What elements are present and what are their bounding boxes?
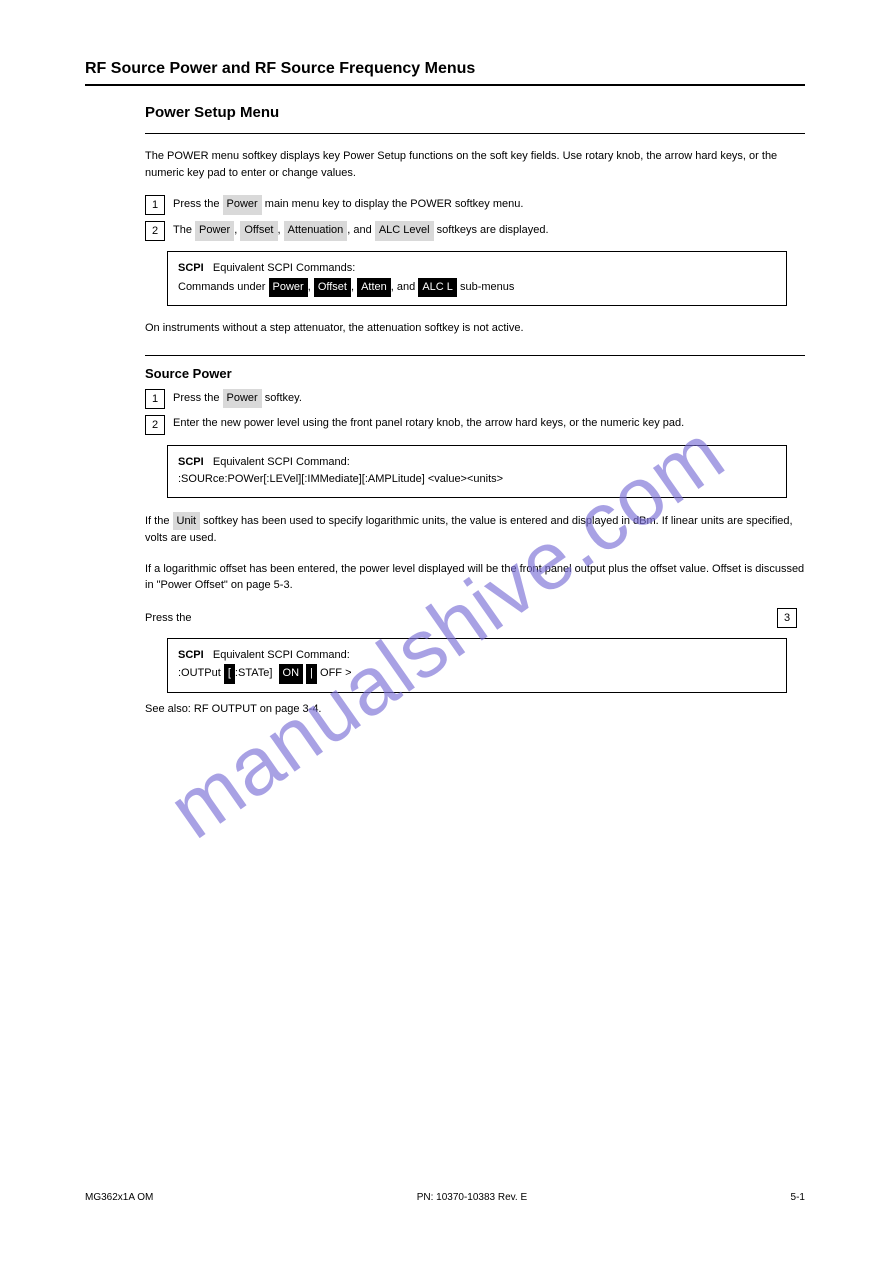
pipe-key: | (306, 664, 317, 684)
step-2-text: The Power, Offset, Attenuation, and ALC … (173, 221, 805, 241)
power-key: Power (223, 195, 262, 215)
step1-a: Press the (173, 198, 219, 210)
offset-softkey: Offset (240, 221, 277, 241)
state-bracket: [ (224, 664, 235, 684)
s2d: , and (347, 224, 371, 236)
scpi3-i: > (345, 667, 351, 679)
body-block-2: 1 Press the Power softkey. 2 Enter the n… (85, 389, 805, 693)
step-b-text: Enter the new power level using the fron… (173, 415, 805, 433)
body-block: The POWER menu softkey displays key Powe… (85, 148, 805, 337)
step1-b: main menu key to display the POWER softk… (265, 198, 524, 210)
scpi3-b: :OUTPut (178, 667, 221, 679)
footer-right: 5-1 (791, 1192, 805, 1203)
sa-a: Press the (173, 392, 219, 404)
page-content: RF Source Power and RF Source Frequency … (85, 60, 805, 715)
step-1-text: Press the Power main menu key to display… (173, 195, 805, 215)
note-para: On instruments without a step attenuator… (145, 320, 805, 337)
scpi3-a: Equivalent SCPI Command: (213, 649, 350, 661)
subsection-title: Source Power (85, 366, 805, 381)
footer-left: MG362x1A OM (85, 1192, 153, 1203)
step3-row: Press the 3 (145, 608, 805, 628)
p2b: softkey has been used to specify logarit… (145, 515, 793, 545)
alc-softkey: ALC Level (375, 221, 434, 241)
alc-cmd: ALC L (418, 278, 457, 298)
see-also: See also: RF OUTPUT on page 3-4. (85, 703, 805, 715)
step-1: 1 Press the Power main menu key to displ… (145, 195, 805, 215)
s2c: , (278, 224, 281, 236)
subsection-rule (145, 355, 805, 356)
scpi1-d: , (308, 281, 311, 293)
intro-para: The POWER menu softkey displays key Powe… (145, 148, 805, 181)
sa-b: softkey. (265, 392, 302, 404)
step-b: 2 Enter the new power level using the fr… (145, 415, 805, 435)
step-a-text: Press the Power softkey. (173, 389, 805, 409)
subtitle-rule (145, 133, 805, 134)
scpi2-label: SCPI (178, 456, 204, 468)
scpi-box-3: SCPI Equivalent SCPI Command: :OUTPut [:… (167, 638, 787, 693)
page-footer: MG362x1A OM PN: 10370-10383 Rev. E 5-1 (85, 1192, 805, 1203)
scpi1-f: , and (391, 281, 415, 293)
step-num-a: 1 (145, 389, 165, 409)
section-heading: RF Source Power and RF Source Frequency … (85, 60, 805, 78)
scpi2-b: :SOURce:POWer[:LEVel][:IMMediate][:AMPLi… (178, 473, 503, 485)
s2e: softkeys are displayed. (437, 224, 549, 236)
offset-cmd: Offset (314, 278, 351, 298)
atten-cmd: Atten (357, 278, 391, 298)
power-key-2: Power (223, 389, 262, 409)
s2a: The (173, 224, 192, 236)
unit-para: If the Unit softkey has been used to spe… (145, 512, 805, 547)
p2a: If the (145, 515, 169, 527)
scpi2-a: Equivalent SCPI Command: (213, 456, 350, 468)
s2b: , (234, 224, 237, 236)
step-num-3: 3 (777, 608, 797, 628)
scpi3-d: :STATe] (235, 667, 273, 679)
scpi3-h: OFF (320, 667, 342, 679)
on-key: ON (279, 664, 304, 684)
scpi1-label: SCPI (178, 262, 204, 274)
step-num-2: 2 (145, 221, 165, 241)
offset-para: If a logarithmic offset has been entered… (145, 561, 805, 594)
footer-center: PN: 10370-10383 Rev. E (417, 1192, 527, 1203)
step3-pre: Press the (145, 612, 191, 624)
scpi1-a: Equivalent SCPI Commands: (213, 262, 355, 274)
scpi1-b: Commands under (178, 281, 265, 293)
step-2: 2 The Power, Offset, Attenuation, and AL… (145, 221, 805, 241)
scpi1-g: sub-menus (460, 281, 514, 293)
step-a: 1 Press the Power softkey. (145, 389, 805, 409)
scpi-box-1: SCPI Equivalent SCPI Commands: Commands … (167, 251, 787, 306)
step-num-1: 1 (145, 195, 165, 215)
unit-key: Unit (173, 512, 201, 531)
step-num-b: 2 (145, 415, 165, 435)
scpi3-label: SCPI (178, 649, 204, 661)
power-cmd: Power (269, 278, 308, 298)
scpi1-e: , (351, 281, 354, 293)
atten-softkey: Attenuation (284, 221, 348, 241)
power-softkey: Power (195, 221, 234, 241)
scpi-box-2: SCPI Equivalent SCPI Command: :SOURce:PO… (167, 445, 787, 498)
subtitle: Power Setup Menu (85, 104, 805, 121)
heading-rule (85, 84, 805, 86)
